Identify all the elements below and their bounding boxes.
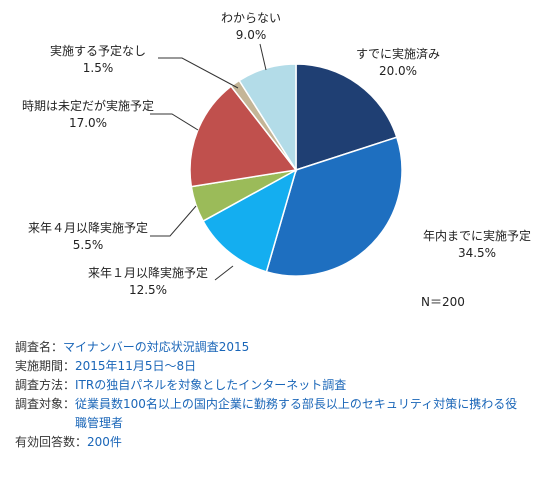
survey-target-row: 調査対象： 従業員数100名以上の国内企業に勤務する部長以上のセキュリティ対策に… [15,395,520,433]
leader-lines [150,43,267,281]
slice-value-1: 20.0% [379,64,417,78]
survey-name-value: マイナンバーの対応状況調査2015 [63,340,250,354]
valid-responses-value: 200件 [87,435,122,449]
survey-target-value: 従業員数100名以上の国内企業に勤務する部長以上のセキュリティ対策に携わる役職管… [75,397,518,430]
valid-responses-key: 有効回答数： [15,435,88,449]
valid-responses-row: 有効回答数： 200件 [15,433,520,452]
survey-method-value: ITRの独自パネルを対象としたインターネット調査 [75,378,347,392]
slice-labels: すでに実施済み 20.0% 年内までに実施予定 34.5% 来年１月以降実施予定 12.5… [22,11,531,297]
leader-line-6 [158,57,239,89]
pie-slice-3 [202,168,298,273]
survey-period-key: 実施期間： [15,359,76,373]
slice-value-2: 34.5% [458,246,496,260]
leader-line-5 [150,113,199,131]
slice-label-3: 来年１月以降実施予定 [88,265,208,280]
sample-size-label: N＝200 [421,295,465,309]
slice-label-2: 年内までに実施予定 [423,228,531,243]
slice-label-1: すでに実施済み [356,46,440,61]
slice-label-5: 時期は未定だが実施予定 [22,98,154,113]
leader-line-3 [214,265,234,281]
leader-line-7 [259,43,267,71]
slice-value-3: 12.5% [129,283,167,297]
pie-slice-2 [265,136,403,277]
slice-value-4: 5.5% [73,238,104,252]
slice-label-4: 来年４月以降実施予定 [28,220,148,235]
survey-period-row: 実施期間： 2015年11月5日〜8日 [15,357,520,376]
slice-value-5: 17.0% [69,116,107,130]
survey-name-row: 調査名： マイナンバーの対応状況調査2015 [15,338,520,357]
survey-method-row: 調査方法： ITRの独自パネルを対象としたインターネット調査 [15,376,520,395]
slice-value-7: 9.0% [236,28,267,42]
survey-target-key: 調査対象： [15,397,76,411]
slice-label-7: わからない [221,11,281,25]
pie-chart: すでに実施済み 20.0% 年内までに実施予定 34.5% 来年１月以降実施予定 12.5… [22,11,531,297]
slice-value-6: 1.5% [83,61,114,75]
leader-line-4 [150,205,197,237]
pie-slice-5 [189,85,298,188]
pie-slice-7 [238,63,297,173]
slice-label-6: 実施する予定なし [50,43,146,58]
pie-slices [189,63,403,277]
pie-slice-1 [295,63,398,172]
survey-name-key: 調査名： [15,340,64,354]
survey-method-key: 調査方法： [15,378,76,392]
survey-info: 調査名： マイナンバーの対応状況調査2015 実施期間： 2015年11月5日〜… [15,338,520,452]
survey-period-value: 2015年11月5日〜8日 [75,359,197,373]
